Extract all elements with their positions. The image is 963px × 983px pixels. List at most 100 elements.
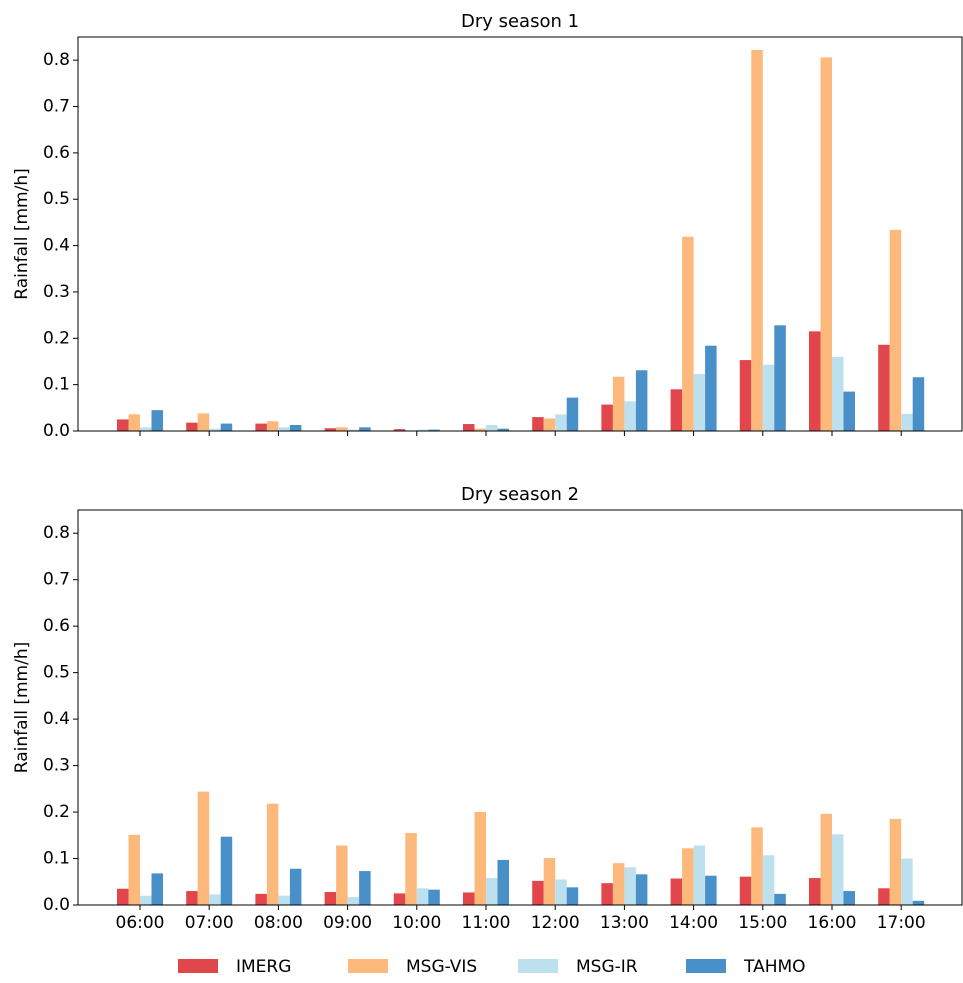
legend-swatch: [686, 959, 726, 973]
y-tick-label: 0.7: [43, 570, 70, 590]
bar: [844, 392, 856, 431]
bar: [221, 837, 233, 905]
bar: [544, 858, 556, 905]
bar: [832, 357, 844, 431]
bar: [405, 833, 417, 905]
bar: [682, 237, 694, 431]
x-tick-label: 08:00: [254, 913, 303, 933]
bar: [671, 389, 683, 431]
y-tick-label: 0.4: [43, 709, 70, 729]
y-tick-label: 0.8: [43, 523, 70, 543]
bar: [624, 867, 636, 905]
y-tick-label: 0.1: [43, 849, 70, 869]
bar: [555, 879, 567, 905]
bar: [140, 427, 152, 431]
legend-label: MSG-VIS: [406, 957, 477, 977]
y-tick-label: 0.3: [43, 282, 70, 302]
y-tick-label: 0.5: [43, 189, 70, 209]
legend-label: MSG-IR: [576, 957, 638, 977]
x-tick-label: 12:00: [531, 913, 580, 933]
x-tick-label: 17:00: [877, 913, 926, 933]
x-tick-label: 11:00: [462, 913, 511, 933]
bar: [140, 896, 152, 905]
bar: [763, 855, 775, 905]
bar: [152, 873, 164, 905]
legend-label: IMERG: [236, 957, 291, 977]
bar: [117, 889, 129, 905]
bar: [613, 377, 625, 431]
bar: [694, 846, 706, 905]
x-tick-label: 09:00: [323, 913, 372, 933]
bar: [209, 894, 221, 905]
y-tick-label: 0.4: [43, 236, 70, 256]
bar: [532, 881, 544, 905]
bar: [694, 374, 706, 431]
y-tick-label: 0.2: [43, 802, 70, 822]
bar: [255, 424, 267, 431]
x-tick-label: 06:00: [116, 913, 165, 933]
bar: [740, 877, 752, 905]
bar: [198, 792, 210, 905]
x-tick-label: 07:00: [185, 913, 234, 933]
bar: [763, 365, 775, 431]
bar: [740, 360, 752, 431]
y-tick-label: 0.6: [43, 616, 70, 636]
y-tick-label: 0.2: [43, 328, 70, 348]
bar: [186, 891, 198, 905]
bar: [901, 414, 913, 431]
bar: [774, 894, 786, 905]
bar: [751, 827, 763, 905]
y-axis-label: Rainfall [mm/h]: [12, 168, 32, 300]
bar: [463, 424, 475, 431]
x-tick-label: 13:00: [600, 913, 649, 933]
bar: [901, 859, 913, 905]
bar: [544, 418, 556, 431]
x-tick-label: 16:00: [808, 913, 857, 933]
bar: [428, 890, 440, 905]
bar: [809, 331, 821, 431]
y-tick-label: 0.8: [43, 50, 70, 70]
legend-swatch: [518, 959, 558, 973]
bar: [129, 835, 141, 905]
y-tick-label: 0.1: [43, 375, 70, 395]
bar: [221, 424, 233, 431]
bar: [613, 863, 625, 905]
x-tick-label: 14:00: [669, 913, 718, 933]
bar: [336, 427, 348, 431]
bar: [475, 812, 487, 905]
bar: [913, 901, 925, 905]
bar: [532, 417, 544, 431]
bar: [278, 427, 290, 431]
chart-title: Dry season 2: [461, 484, 579, 505]
y-tick-label: 0.0: [43, 895, 70, 915]
bar: [359, 427, 371, 431]
bar: [809, 878, 821, 905]
bar: [878, 888, 890, 905]
legend-label: TAHMO: [743, 957, 806, 977]
y-tick-label: 0.0: [43, 421, 70, 441]
bar: [682, 848, 694, 905]
legend-swatch: [348, 959, 388, 973]
bar: [567, 887, 579, 905]
bar: [601, 883, 613, 905]
bar: [913, 377, 925, 431]
chart-title: Dry season 1: [461, 11, 579, 32]
x-tick-label: 15:00: [738, 913, 787, 933]
bar: [394, 893, 406, 905]
bar: [601, 405, 613, 431]
y-tick-label: 0.6: [43, 143, 70, 163]
y-tick-label: 0.5: [43, 663, 70, 683]
bar: [463, 892, 475, 905]
bar: [348, 897, 360, 905]
bar: [486, 425, 498, 431]
bar: [255, 894, 267, 905]
bar: [359, 871, 371, 905]
bar: [198, 413, 210, 431]
bar: [152, 410, 164, 431]
bar: [705, 346, 717, 431]
bar: [878, 345, 890, 431]
bar: [117, 419, 129, 431]
bar: [636, 874, 648, 905]
bar: [267, 421, 279, 431]
